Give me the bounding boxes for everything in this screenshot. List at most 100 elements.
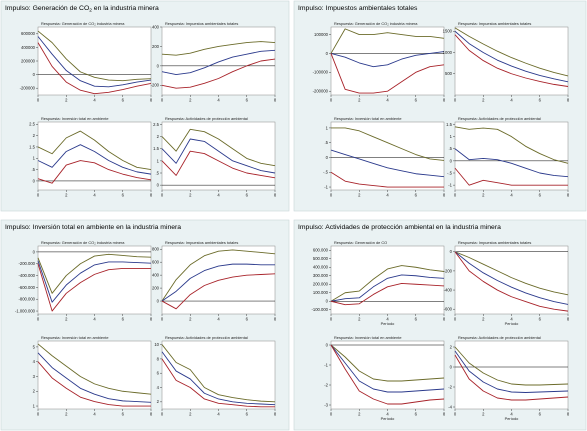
impulse-title-text: Impulso: Generación de CO	[5, 5, 89, 12]
y-tick-label: -200000	[313, 89, 329, 94]
chart-title: Respuesta: Generación de CO₂ industria m…	[334, 21, 418, 26]
x-tick-label: 6	[415, 193, 418, 198]
response-chart-1: Respuesta: Generación de CO₂ industria m…	[15, 240, 153, 322]
response-line	[454, 350, 569, 393]
y-tick-label: 300.000	[313, 273, 329, 278]
y-tick-label: 10	[154, 342, 159, 347]
y-tick-label: .5	[449, 146, 453, 151]
y-tick-label: 4	[33, 359, 36, 364]
response-line	[161, 138, 276, 174]
plot-area	[37, 340, 152, 410]
upper-band-line	[330, 28, 445, 54]
x-tick-label: 8	[443, 412, 446, 417]
response-line	[161, 351, 276, 406]
lower-band-line	[37, 42, 152, 95]
y-tick-label: 100000	[314, 32, 329, 37]
x-tick-label: 2	[65, 317, 68, 322]
y-tick-label: 400.000	[313, 265, 329, 270]
chart-title: Respuesta: Generación de CO₂ industria m…	[41, 240, 125, 245]
x-tick-label: 8	[567, 317, 570, 322]
x-tick-label: 4	[93, 98, 96, 103]
y-tick-label: 1	[33, 403, 36, 408]
y-tick-label: 1500	[443, 29, 453, 34]
upper-band-line	[330, 344, 445, 382]
x-tick-label: 2	[482, 98, 485, 103]
y-tick-label: 1	[326, 125, 329, 130]
chart-title: Respuesta: Generación de CO	[334, 240, 387, 245]
x-tick-label: 8	[274, 98, 277, 103]
x-tick-label: 2	[189, 317, 192, 322]
y-tick-label: 200000	[21, 58, 36, 63]
y-tick-label: 4	[157, 385, 160, 390]
y-tick-label: -800.000	[18, 297, 35, 302]
y-tick-label: 2.5	[153, 122, 159, 127]
plot-area	[454, 340, 569, 410]
y-tick-label: 600	[152, 260, 160, 265]
response-chart-3: Respuesta: Inversión total en ambiente 0.…	[29, 116, 153, 198]
x-tick-label: 0	[454, 412, 457, 417]
lower-band-line	[330, 171, 444, 188]
y-tick-label: -4	[448, 404, 452, 409]
response-chart-4: Respuesta: Actividades de protección amb…	[446, 116, 570, 198]
y-tick-label: 1	[157, 158, 160, 163]
plot-area	[330, 245, 445, 315]
impulse-title: Impulso: Actividades de protección ambie…	[298, 224, 501, 231]
y-tick-label: 0	[326, 342, 329, 347]
impulse-title-text: Impulso: Inversión total en ambiente en …	[5, 224, 181, 231]
y-tick-label: 1	[450, 134, 453, 139]
x-tick-label: 0	[454, 98, 457, 103]
y-tick-label: 6	[157, 371, 160, 376]
y-tick-label: -200	[151, 83, 160, 88]
response-chart-4: Respuesta: Actividades de protección amb…	[154, 335, 277, 417]
chart-title: Respuesta: Generación de CO₂ industria m…	[41, 21, 125, 26]
x-tick-label: 0	[454, 317, 457, 322]
x-tick-label: 0	[330, 98, 333, 103]
x-tick-label: 2	[482, 317, 485, 322]
x-tick-label: 6	[246, 98, 249, 103]
lower-band-line	[161, 358, 275, 408]
x-tick-label: 2	[482, 412, 485, 417]
x-tick-label: 8	[150, 193, 153, 198]
impulse-title-text: Impulso: Actividades de protección ambie…	[298, 224, 501, 231]
lower-band-line	[330, 53, 445, 94]
x-tick-label: 4	[510, 193, 513, 198]
upper-band-line	[161, 41, 276, 56]
x-tick-label: 0	[161, 193, 164, 198]
x-tick-label: 8	[567, 98, 570, 103]
y-tick-label: 1.5	[446, 122, 452, 127]
y-tick-label: 2	[450, 344, 453, 349]
response-line	[330, 274, 445, 302]
x-tick-label: 6	[122, 317, 125, 322]
y-tick-label: -400	[444, 287, 453, 292]
lower-band-line	[161, 150, 276, 179]
response-line	[37, 260, 152, 303]
upper-band-line	[454, 346, 569, 386]
y-tick-label: 2	[157, 399, 160, 404]
x-tick-label: 6	[539, 412, 542, 417]
y-tick-label: 3	[33, 374, 36, 379]
y-tick-label: 0	[33, 72, 36, 77]
y-tick-label: 0	[326, 51, 329, 56]
y-tick-label: 0	[33, 249, 36, 254]
x-tick-label: 6	[246, 412, 249, 417]
response-chart-2: Respuesta: Impuestos ambientales totales…	[443, 21, 570, 103]
y-tick-label: 0	[157, 63, 160, 68]
y-tick-label: 500.000	[313, 256, 329, 261]
lower-band-line	[454, 354, 569, 401]
upper-band-line	[454, 251, 569, 296]
x-tick-label: 4	[217, 412, 220, 417]
chart-title: Respuesta: Actividades de protección amb…	[458, 335, 541, 340]
lower-band-line	[454, 167, 568, 186]
y-tick-label: 600000	[21, 31, 36, 36]
y-tick-label: -100.000	[311, 307, 328, 312]
y-tick-label: -3	[324, 402, 328, 407]
plot-area	[330, 340, 445, 410]
x-tick-label: 2	[482, 193, 485, 198]
impulse-title-text: Impulso: Impuestos ambientales totales	[298, 5, 418, 12]
impulse-panel-2: Impulso: Impuestos ambientales totales Re…	[293, 0, 587, 212]
x-tick-label: 2	[358, 317, 361, 322]
plot-area	[161, 340, 276, 410]
impulse-title: Impulso: Inversión total en ambiente en …	[5, 224, 181, 231]
y-tick-label: -1.000.000	[15, 308, 36, 313]
chart-title: Respuesta: Inversión total en ambiente	[334, 335, 401, 340]
